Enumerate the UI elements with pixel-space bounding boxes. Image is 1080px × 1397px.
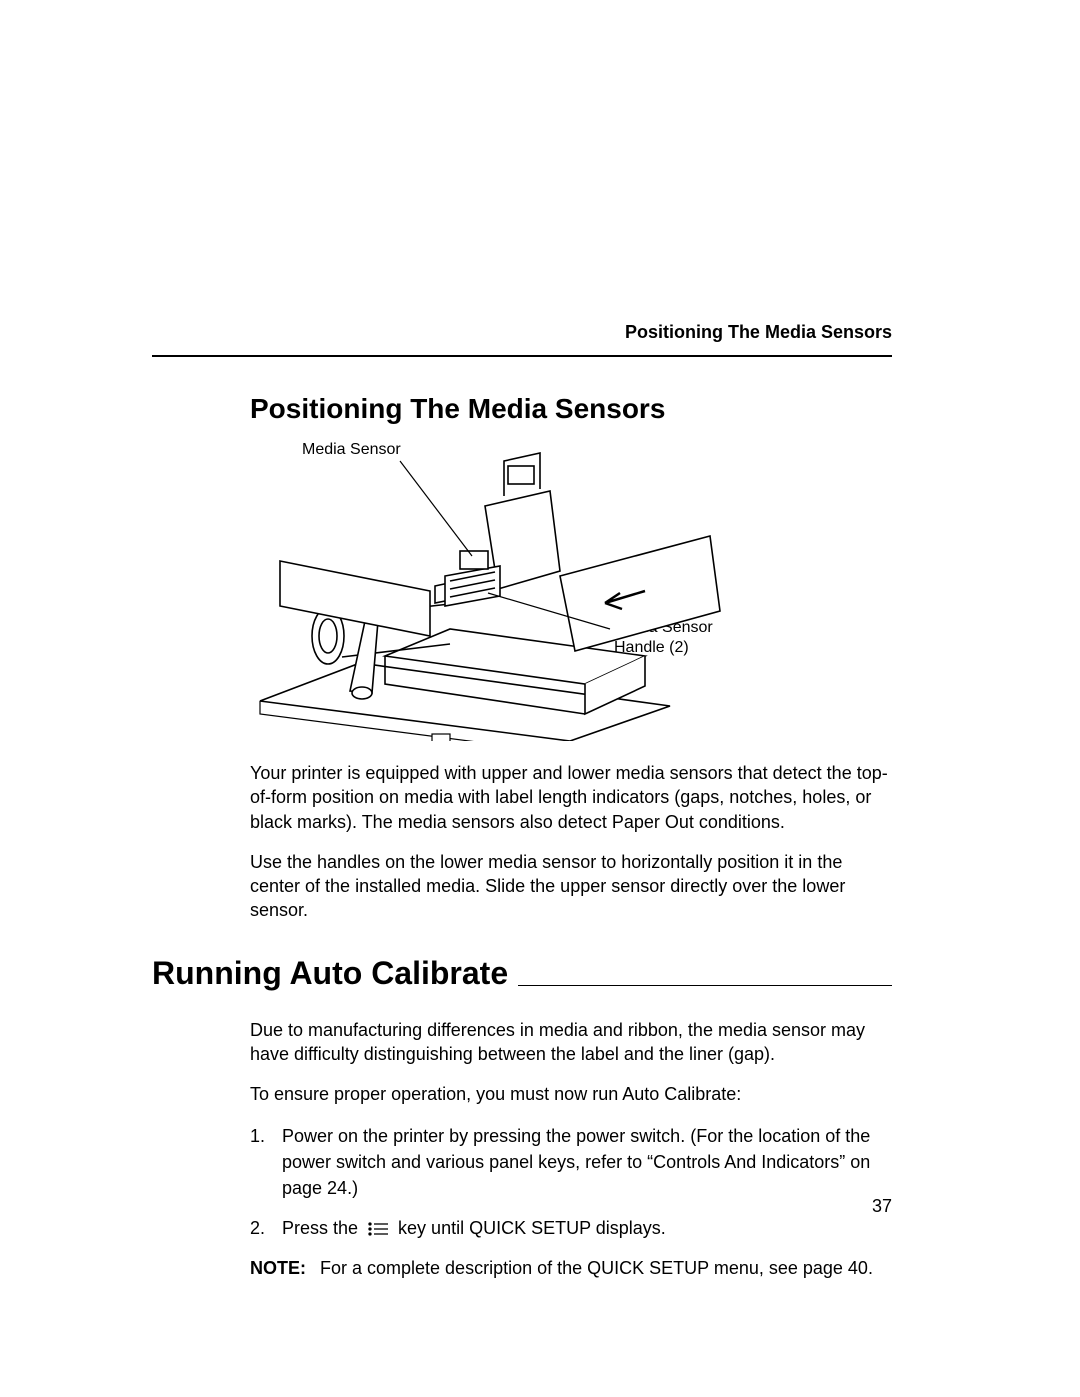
page-content: Positioning The Media Sensors Positionin… — [152, 322, 892, 1295]
printer-diagram-svg — [250, 441, 890, 741]
step-text: Press the key until QUICK SETUP displays… — [282, 1215, 892, 1241]
note-label: NOTE: — [250, 1255, 320, 1281]
section2-paragraph-2: To ensure proper operation, you must now… — [250, 1082, 892, 1106]
step-2: 2. Press the key until QUICK SETUP displ… — [250, 1215, 892, 1241]
printer-figure: Media Sensor Media Sensor Handle (2) — [250, 441, 890, 741]
page-number: 37 — [872, 1196, 892, 1217]
note-text: For a complete description of the QUICK … — [320, 1255, 892, 1281]
section1-paragraph-1: Your printer is equipped with upper and … — [250, 761, 892, 834]
step-text-before: Press the — [282, 1218, 363, 1238]
step-number: 1. — [250, 1123, 282, 1201]
section2-paragraph-1: Due to manufacturing differences in medi… — [250, 1018, 892, 1067]
section-heading-positioning: Positioning The Media Sensors — [250, 393, 892, 425]
step-1: 1. Power on the printer by pressing the … — [250, 1123, 892, 1201]
header-rule — [152, 355, 892, 357]
step-text-after: key until QUICK SETUP displays. — [393, 1218, 666, 1238]
heading-rule — [518, 985, 892, 986]
section-heading-auto-calibrate: Running Auto Calibrate — [152, 955, 508, 998]
step-number: 2. — [250, 1215, 282, 1241]
running-header: Positioning The Media Sensors — [152, 322, 892, 355]
section1-paragraph-2: Use the handles on the lower media senso… — [250, 850, 892, 923]
step-text: Power on the printer by pressing the pow… — [282, 1123, 892, 1201]
steps-list: 1. Power on the printer by pressing the … — [250, 1123, 892, 1241]
note: NOTE: For a complete description of the … — [250, 1255, 892, 1281]
section-heading-row: Running Auto Calibrate — [152, 955, 892, 998]
menu-key-icon — [367, 1222, 389, 1236]
